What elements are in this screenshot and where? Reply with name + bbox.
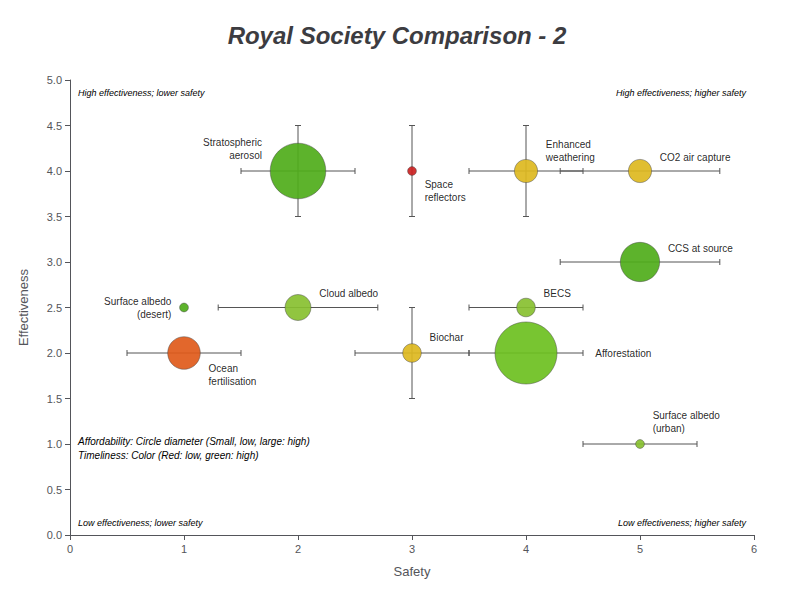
svg-text:Low effectiveness; lower safet: Low effectiveness; lower safety — [78, 518, 203, 528]
svg-text:reflectors: reflectors — [425, 192, 466, 203]
svg-text:(desert): (desert) — [137, 309, 171, 320]
svg-text:Enhanced: Enhanced — [546, 139, 591, 150]
svg-text:Royal Society Comparison - 2: Royal Society Comparison - 2 — [228, 22, 567, 49]
svg-text:(urban): (urban) — [653, 423, 685, 434]
svg-text:CO2 air capture: CO2 air capture — [660, 152, 731, 163]
svg-text:Space: Space — [425, 179, 454, 190]
svg-text:2: 2 — [295, 543, 301, 555]
svg-text:4: 4 — [523, 543, 529, 555]
svg-text:fertilisation: fertilisation — [209, 376, 257, 387]
svg-text:5.0: 5.0 — [47, 74, 62, 86]
svg-text:Surface albedo: Surface albedo — [104, 296, 172, 307]
svg-text:weathering: weathering — [545, 152, 595, 163]
svg-text:Affordability: Circle diameter: Affordability: Circle diameter (Small, l… — [77, 436, 310, 447]
svg-text:CCS at source: CCS at source — [668, 243, 733, 254]
svg-text:1.0: 1.0 — [47, 438, 62, 450]
svg-text:1.5: 1.5 — [47, 393, 62, 405]
svg-text:4.0: 4.0 — [47, 165, 62, 177]
svg-text:aerosol: aerosol — [229, 150, 262, 161]
svg-text:Effectiveness: Effectiveness — [16, 268, 31, 346]
svg-text:4.5: 4.5 — [47, 120, 62, 132]
svg-text:Low effectiveness; higher safe: Low effectiveness; higher safety — [618, 518, 747, 528]
svg-text:6: 6 — [751, 543, 757, 555]
svg-text:0.5: 0.5 — [47, 484, 62, 496]
svg-text:3: 3 — [409, 543, 415, 555]
svg-text:BECS: BECS — [544, 288, 572, 299]
svg-text:5: 5 — [637, 543, 643, 555]
svg-text:Biochar: Biochar — [430, 332, 465, 343]
svg-text:Stratospheric: Stratospheric — [203, 137, 262, 148]
svg-text:1: 1 — [181, 543, 187, 555]
svg-text:2.5: 2.5 — [47, 302, 62, 314]
svg-text:Surface albedo: Surface albedo — [653, 410, 721, 421]
svg-text:3.5: 3.5 — [47, 211, 62, 223]
svg-text:High effectiveness; lower safe: High effectiveness; lower safety — [78, 88, 205, 98]
svg-text:High effectiveness; higher saf: High effectiveness; higher safety — [616, 88, 747, 98]
svg-text:0: 0 — [67, 543, 73, 555]
svg-text:Safety: Safety — [394, 564, 431, 579]
svg-text:Ocean: Ocean — [209, 363, 238, 374]
svg-text:0.0: 0.0 — [47, 529, 62, 541]
svg-text:Afforestation: Afforestation — [595, 348, 651, 359]
svg-text:Timeliness: Color (Red: low, g: Timeliness: Color (Red: low, green: high… — [78, 450, 259, 461]
svg-text:Cloud albedo: Cloud albedo — [319, 288, 378, 299]
svg-text:2.0: 2.0 — [47, 347, 62, 359]
svg-text:3.0: 3.0 — [47, 256, 62, 268]
